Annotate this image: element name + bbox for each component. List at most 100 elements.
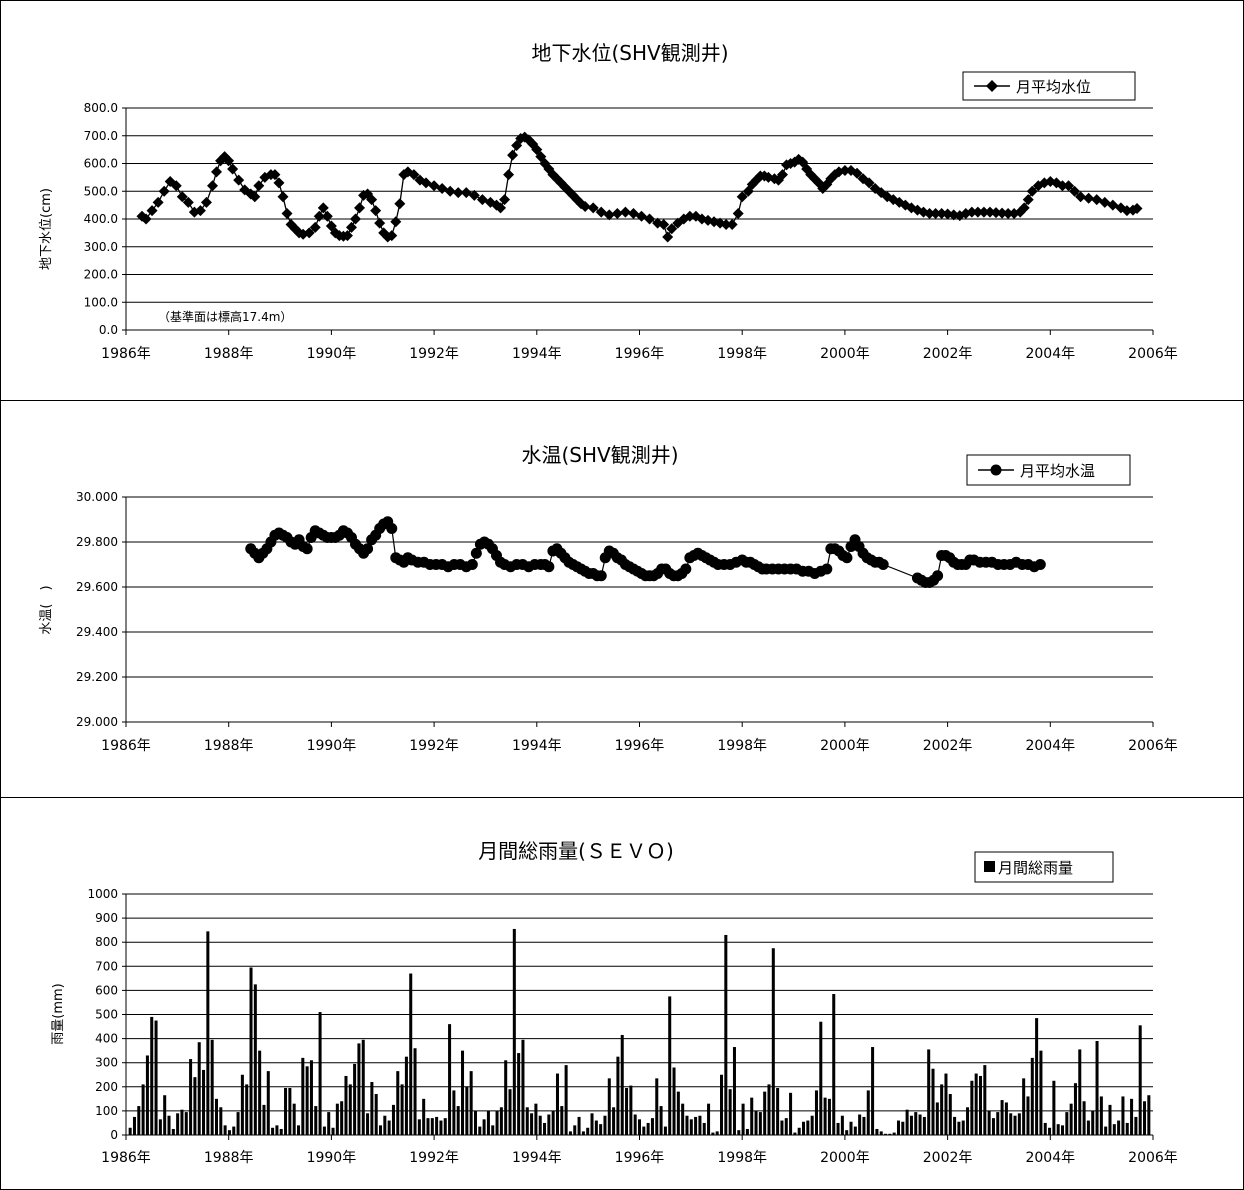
y-tick-label: 800.0 (84, 101, 118, 115)
data-point (587, 202, 599, 214)
data-point (1075, 191, 1087, 203)
bar (1000, 1100, 1004, 1135)
y-tick-label: 300 (95, 1056, 118, 1070)
bar (223, 1125, 227, 1135)
bar (1091, 1110, 1095, 1135)
bar (206, 931, 210, 1135)
bar (555, 1073, 559, 1135)
bar (1095, 1041, 1099, 1135)
bar (478, 1126, 482, 1135)
bar (344, 1075, 348, 1135)
bar (845, 1130, 849, 1135)
bar (802, 1121, 806, 1135)
data-point (176, 191, 188, 203)
bar (197, 1042, 201, 1135)
bar (754, 1110, 758, 1135)
bar (1039, 1050, 1043, 1135)
bar (918, 1114, 922, 1135)
data-point (140, 213, 152, 225)
bar (957, 1121, 961, 1135)
data-point (666, 223, 678, 235)
y-axis-label: 水温( ) (39, 585, 54, 634)
bar (1099, 1096, 1103, 1135)
bar (927, 1049, 931, 1135)
bar (404, 1056, 408, 1135)
bar (448, 1024, 452, 1135)
data-point (200, 196, 212, 208)
data-point (932, 570, 944, 582)
bar (1112, 1124, 1116, 1135)
bar (724, 934, 728, 1135)
bar (284, 1088, 288, 1135)
bar (1125, 1122, 1129, 1135)
bar (948, 1094, 952, 1135)
x-tick-label: 1988年 (204, 738, 254, 754)
bar (214, 1098, 218, 1135)
data-point (924, 207, 936, 219)
bar (335, 1103, 339, 1135)
x-tick-label: 1996年 (615, 1150, 665, 1166)
legend: 月間総雨量 (974, 851, 1114, 883)
data-point (158, 185, 170, 197)
bar (193, 1077, 197, 1135)
bar (832, 994, 836, 1135)
x-tick-label: 1992年 (409, 738, 459, 754)
y-tick-label: 400 (95, 1032, 118, 1046)
bar (413, 1048, 417, 1135)
data-point (507, 149, 519, 161)
data-point (386, 230, 398, 242)
chart-title: 水温(SHV観測井) (521, 443, 678, 467)
bar (961, 1120, 965, 1135)
water-temperature-panel: 水温(SHV観測井) 水温( ) 29.000 29.200 29.400 29.60… (39, 443, 1178, 754)
data-point (321, 210, 333, 222)
bar (322, 1126, 326, 1135)
data-point (1063, 180, 1075, 192)
data-point (170, 180, 182, 192)
data-point (996, 207, 1008, 219)
bar (862, 1116, 866, 1135)
data-point (317, 202, 329, 214)
x-tick-label: 2000年 (820, 346, 870, 362)
x-tick-label: 1996年 (615, 738, 665, 754)
data-point (269, 169, 281, 181)
bar (128, 1127, 132, 1135)
bar (318, 1012, 322, 1135)
data-point (839, 164, 851, 176)
x-tick-label: 1986年 (101, 1150, 151, 1166)
bar (987, 1110, 991, 1135)
bar (1138, 1025, 1142, 1135)
bar (353, 1063, 357, 1135)
bar (616, 1056, 620, 1135)
y-axis-label: 雨量(mm) (51, 983, 66, 1044)
bar (275, 1125, 279, 1135)
y-tick-label: 29.400 (76, 625, 118, 639)
bar (586, 1127, 590, 1135)
bar (253, 984, 257, 1135)
x-tick-label: 2002年 (923, 738, 973, 754)
groundwater-level-panel: 地下水位(SHV観測井) 地下水位(cm) 0.0 100.0 200.0 300.0… (39, 41, 1178, 362)
bar (547, 1114, 551, 1135)
x-tick-label: 1990年 (307, 346, 357, 362)
data-point (966, 206, 978, 218)
bar (663, 1126, 667, 1135)
data-point (211, 166, 223, 178)
bar (594, 1120, 598, 1135)
x-tick-label: 1996年 (615, 346, 665, 362)
bar (581, 1131, 585, 1135)
bar (530, 1113, 534, 1135)
y-tick-label: 30.000 (76, 490, 118, 504)
bar (745, 1128, 749, 1135)
bar (659, 1106, 663, 1135)
x-tick-label: 2004年 (1025, 738, 1075, 754)
bar (340, 1101, 344, 1135)
bar (909, 1115, 913, 1135)
bar (296, 1125, 301, 1135)
bar (439, 1120, 443, 1135)
data-point (374, 217, 386, 229)
data-point (863, 177, 875, 189)
bar (810, 1115, 814, 1135)
bar (853, 1126, 857, 1135)
bar (905, 1109, 909, 1135)
bar (573, 1125, 577, 1135)
bar (1022, 1078, 1026, 1135)
